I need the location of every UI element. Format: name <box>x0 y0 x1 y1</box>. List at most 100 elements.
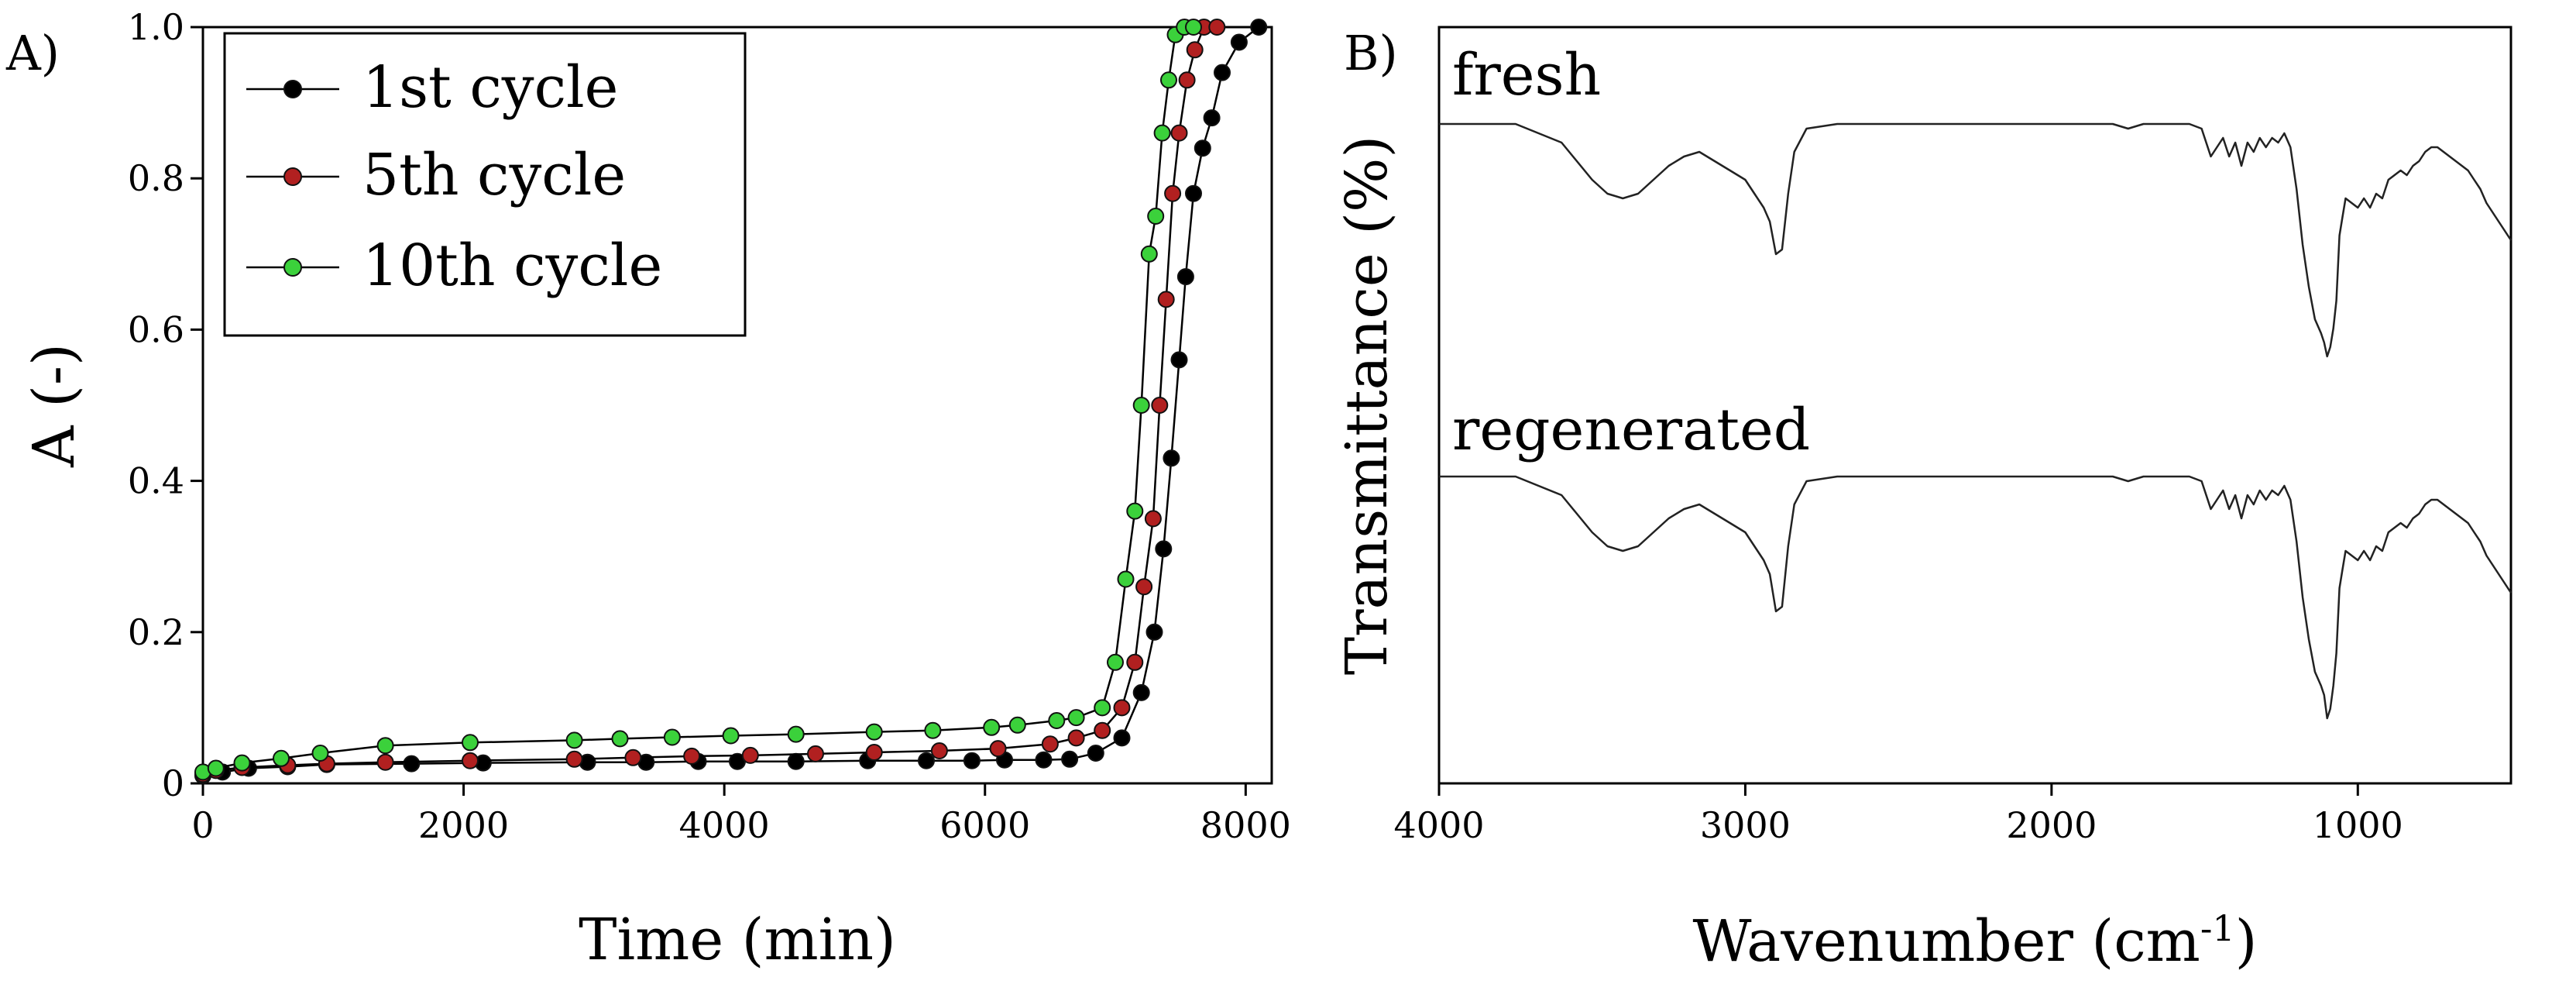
panel-a-letter: A) <box>5 25 60 81</box>
x-tick-label: 3000 <box>1700 804 1791 846</box>
data-point-10th-cycle <box>565 731 583 749</box>
data-point-1st-cycle <box>1230 33 1248 51</box>
panel-b-x-axis-label: Wavenumber (cm-1) <box>1692 907 2257 975</box>
x-tick-label: 1000 <box>2313 804 2403 846</box>
y-tick-label: 0.2 <box>128 611 184 653</box>
panel-a-frame <box>201 26 1273 785</box>
x-axis-label-superscript: -1 <box>2200 907 2235 949</box>
data-point-10th-cycle <box>376 737 394 755</box>
data-point-5th-cycle <box>1186 41 1204 59</box>
data-point-10th-cycle <box>1153 124 1171 142</box>
series-10th-cycle <box>194 19 1202 781</box>
data-point-10th-cycle <box>233 754 251 772</box>
data-point-5th-cycle <box>741 746 759 764</box>
data-point-5th-cycle <box>683 747 701 765</box>
x-tick-label: 0 <box>191 804 214 846</box>
data-point-10th-cycle <box>1160 71 1177 89</box>
data-point-5th-cycle <box>989 740 1007 758</box>
spectrum-line-fresh <box>1439 122 2512 358</box>
data-point-1st-cycle <box>1203 109 1221 127</box>
data-point-5th-cycle <box>1135 578 1153 596</box>
data-point-1st-cycle <box>918 752 935 769</box>
legend-item-5th-cycle: 5th cycle <box>246 142 626 208</box>
panel-a-series <box>194 19 1268 785</box>
data-point-1st-cycle <box>1214 64 1231 81</box>
y-tick-label: 0.8 <box>128 157 184 199</box>
data-point-5th-cycle <box>1144 510 1162 528</box>
spectrum-line-regenerated <box>1439 475 2512 720</box>
spectrum-label-regenerated: regenerated <box>1452 397 1810 463</box>
data-point-10th-cycle <box>1048 712 1066 729</box>
data-point-5th-cycle <box>1067 729 1085 747</box>
panel-b-ticks: 4000 3000 2000 1000 <box>1393 783 2403 846</box>
data-point-10th-cycle <box>1008 716 1026 734</box>
data-point-5th-cycle <box>1126 653 1144 671</box>
data-point-5th-cycle <box>376 753 394 771</box>
data-point-5th-cycle <box>865 744 883 761</box>
legend-marker-1st-cycle <box>283 80 302 98</box>
x-axis-label-close: ) <box>2235 908 2258 975</box>
x-tick-label: 2000 <box>2006 804 2097 846</box>
legend-item-10th-cycle: 10th cycle <box>246 232 662 299</box>
data-point-5th-cycle <box>1151 397 1169 414</box>
x-tick-label: 2000 <box>418 804 509 846</box>
data-point-10th-cycle <box>1126 502 1144 520</box>
panel-a-ticks: 0 2000 4000 6000 8000 0 0.2 0.4 0.6 0.8 1.0 <box>128 6 1291 846</box>
data-point-10th-cycle <box>924 721 942 739</box>
data-point-5th-cycle <box>1113 699 1131 717</box>
panel-b-series <box>1439 122 2512 720</box>
data-point-10th-cycle <box>1107 653 1124 671</box>
series-line-5th-cycle <box>202 26 1218 776</box>
data-point-10th-cycle <box>865 723 883 741</box>
data-point-5th-cycle <box>1170 124 1188 142</box>
data-point-10th-cycle <box>663 728 681 746</box>
data-point-1st-cycle <box>1163 449 1180 467</box>
spectrum-label-fresh: fresh <box>1452 42 1601 108</box>
legend-label-1st-cycle: 1st cycle <box>362 54 618 121</box>
data-point-1st-cycle <box>1185 184 1202 202</box>
data-point-1st-cycle <box>1176 268 1194 286</box>
data-point-10th-cycle <box>1147 208 1165 225</box>
panel-b-frame <box>1437 26 2512 785</box>
y-tick-label: 0 <box>162 762 184 804</box>
data-point-10th-cycle <box>983 718 1001 736</box>
data-point-5th-cycle <box>1157 291 1175 308</box>
panel-a-x-axis-label: Time (min) <box>579 907 896 973</box>
legend-item-1st-cycle: 1st cycle <box>246 54 618 121</box>
data-point-5th-cycle <box>462 752 479 769</box>
data-point-1st-cycle <box>1155 540 1173 558</box>
series-line-10th-cycle <box>202 26 1194 773</box>
data-point-1st-cycle <box>1194 139 1211 157</box>
data-point-10th-cycle <box>1117 570 1135 588</box>
data-point-10th-cycle <box>1094 699 1111 717</box>
data-point-1st-cycle <box>1170 351 1188 369</box>
data-point-10th-cycle <box>722 727 740 745</box>
x-tick-label: 8000 <box>1200 804 1291 846</box>
data-point-1st-cycle <box>1145 623 1163 641</box>
y-tick-label: 1.0 <box>128 6 184 48</box>
data-point-5th-cycle <box>1208 19 1226 36</box>
data-point-1st-cycle <box>1087 745 1104 762</box>
legend-marker-10th-cycle <box>283 258 302 277</box>
data-point-10th-cycle <box>1185 19 1202 36</box>
data-point-10th-cycle <box>1132 397 1150 414</box>
x-tick-label: 6000 <box>939 804 1030 846</box>
series-line-1st-cycle <box>202 26 1259 777</box>
data-point-10th-cycle <box>1140 245 1158 263</box>
data-point-5th-cycle <box>565 750 583 768</box>
data-point-5th-cycle <box>1041 735 1059 753</box>
legend-box <box>223 32 747 337</box>
data-point-5th-cycle <box>1178 71 1196 89</box>
panel-a-chart: A) 0 2000 4000 6000 8000 0 0.2 0.4 0.6 0.8 1.0 Tim… <box>5 6 1291 973</box>
y-tick-label: 0.4 <box>128 460 184 502</box>
panel-a-y-axis-label: A (-) <box>21 343 88 468</box>
legend-marker-5th-cycle <box>283 167 302 186</box>
data-point-10th-cycle <box>462 734 479 752</box>
data-point-10th-cycle <box>1067 709 1085 727</box>
legend-label-5th-cycle: 5th cycle <box>362 142 626 208</box>
data-point-10th-cycle <box>787 725 805 743</box>
data-point-10th-cycle <box>207 759 225 777</box>
y-tick-label: 0.6 <box>128 308 184 350</box>
x-axis-label-main: Wavenumber (cm <box>1692 908 2200 975</box>
